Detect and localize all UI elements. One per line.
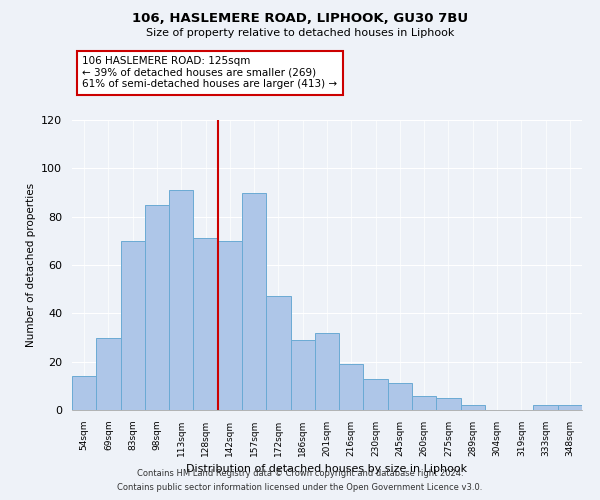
Text: 106, HASLEMERE ROAD, LIPHOOK, GU30 7BU: 106, HASLEMERE ROAD, LIPHOOK, GU30 7BU (132, 12, 468, 26)
Text: Size of property relative to detached houses in Liphook: Size of property relative to detached ho… (146, 28, 454, 38)
Bar (533, 405, 558, 410)
Bar (412, 396, 436, 410)
Bar (290, 340, 315, 410)
Bar (364, 378, 388, 410)
Bar (315, 332, 339, 410)
X-axis label: Distribution of detached houses by size in Liphook: Distribution of detached houses by size … (187, 464, 467, 474)
Bar (169, 190, 193, 410)
Bar (145, 204, 169, 410)
Bar (242, 192, 266, 410)
Bar (558, 405, 582, 410)
Bar (388, 384, 412, 410)
Bar (193, 238, 218, 410)
Bar (339, 364, 364, 410)
Bar (96, 338, 121, 410)
Bar (266, 296, 290, 410)
Text: Contains public sector information licensed under the Open Government Licence v3: Contains public sector information licen… (118, 484, 482, 492)
Bar (218, 241, 242, 410)
Bar (436, 398, 461, 410)
Text: 106 HASLEMERE ROAD: 125sqm
← 39% of detached houses are smaller (269)
61% of sem: 106 HASLEMERE ROAD: 125sqm ← 39% of deta… (82, 56, 337, 90)
Bar (121, 241, 145, 410)
Y-axis label: Number of detached properties: Number of detached properties (26, 183, 35, 347)
Bar (461, 405, 485, 410)
Bar (72, 376, 96, 410)
Text: Contains HM Land Registry data © Crown copyright and database right 2024.: Contains HM Land Registry data © Crown c… (137, 468, 463, 477)
